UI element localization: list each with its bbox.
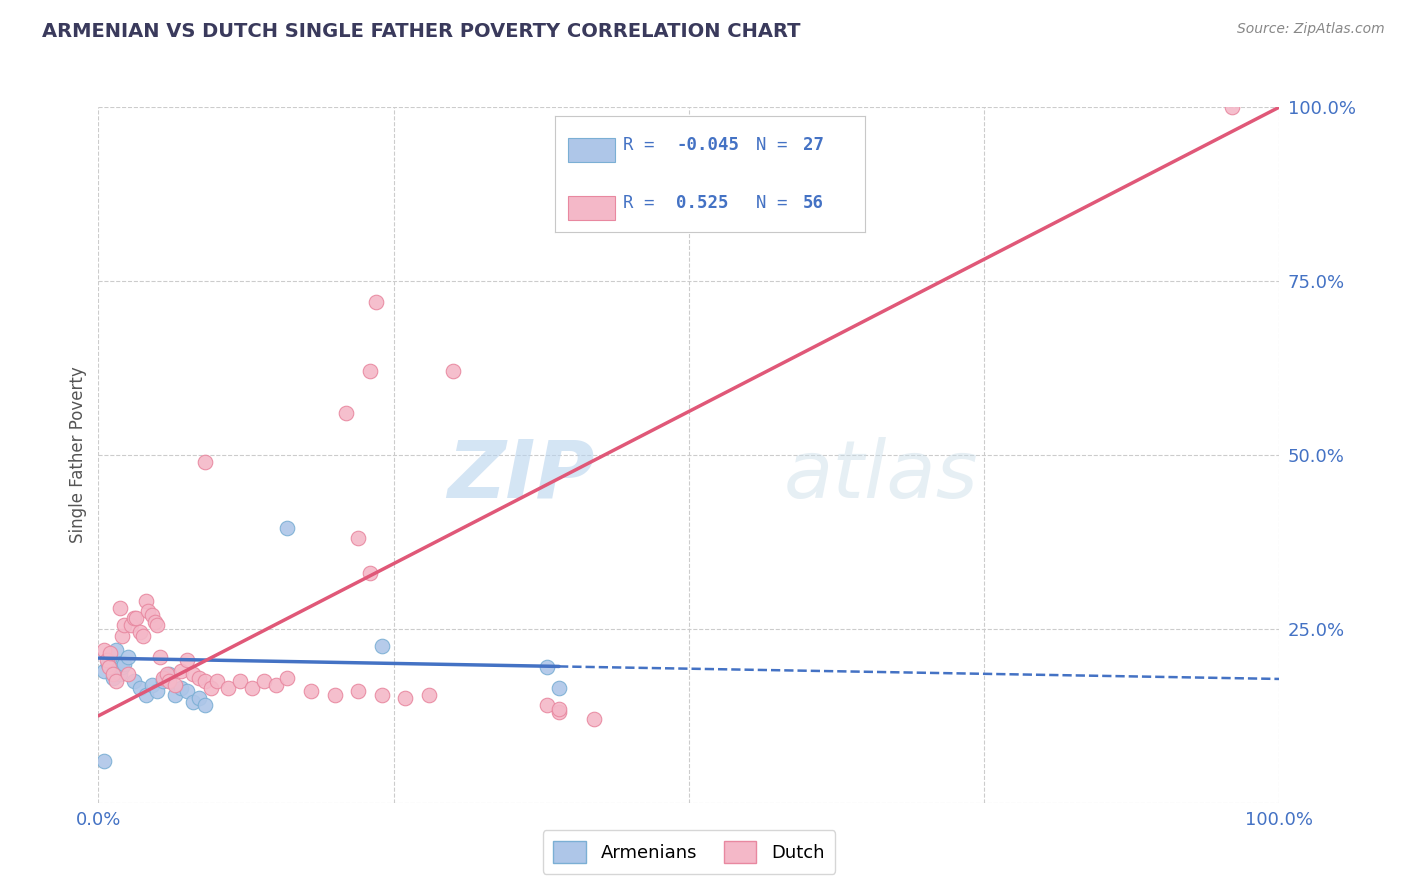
Point [96, 653, 118, 667]
Point [194, 698, 217, 713]
Point [264, 677, 287, 691]
Point [93, 642, 115, 657]
Point [146, 684, 169, 698]
Point [548, 702, 571, 716]
Point [93, 754, 115, 768]
Point [112, 657, 135, 671]
Point [299, 684, 322, 698]
Point [108, 601, 131, 615]
Point [187, 671, 209, 685]
Point [240, 681, 263, 695]
Bar [568, 196, 616, 220]
Point [583, 712, 606, 726]
Point [93, 664, 115, 678]
Point [141, 677, 163, 691]
Point [347, 532, 370, 546]
Point [111, 660, 134, 674]
Point [364, 294, 387, 309]
Point [170, 664, 193, 678]
Point [276, 521, 298, 535]
Point [418, 688, 440, 702]
Text: atlas: atlas [783, 437, 979, 515]
Point [146, 618, 169, 632]
Point [176, 653, 198, 667]
Point [141, 607, 163, 622]
Point [347, 684, 370, 698]
Point [128, 625, 150, 640]
Point [156, 667, 179, 681]
Point [194, 674, 217, 689]
Text: ZIP: ZIP [447, 437, 595, 515]
Point [323, 688, 346, 702]
Point [194, 455, 217, 469]
Point [165, 677, 187, 691]
Point [101, 671, 124, 685]
Text: -0.045: -0.045 [676, 136, 740, 154]
Point [117, 649, 139, 664]
Point [152, 671, 174, 685]
Point [132, 629, 155, 643]
Point [548, 706, 571, 720]
Point [122, 611, 145, 625]
Text: 56: 56 [803, 194, 824, 212]
Point [98, 646, 121, 660]
Point [152, 674, 174, 689]
Text: Source: ZipAtlas.com: Source: ZipAtlas.com [1237, 22, 1385, 37]
Point [200, 681, 222, 695]
Point [98, 649, 121, 664]
Point [276, 671, 298, 685]
Point [112, 618, 135, 632]
Point [157, 667, 180, 681]
Point [136, 605, 159, 619]
Point [135, 594, 157, 608]
Point [371, 639, 394, 653]
Point [135, 688, 157, 702]
Point [359, 364, 381, 378]
Point [371, 688, 394, 702]
Point [217, 681, 239, 695]
Point [176, 684, 198, 698]
Point [128, 681, 150, 695]
Point [536, 698, 558, 713]
Point [181, 695, 204, 709]
Text: ARMENIAN VS DUTCH SINGLE FATHER POVERTY CORRELATION CHART: ARMENIAN VS DUTCH SINGLE FATHER POVERTY … [42, 22, 800, 41]
Point [108, 667, 131, 681]
Point [359, 566, 381, 581]
Point [394, 691, 416, 706]
Legend: Armenians, Dutch: Armenians, Dutch [543, 830, 835, 874]
Point [111, 629, 134, 643]
Text: 0.525: 0.525 [676, 194, 728, 212]
Point [125, 611, 148, 625]
Y-axis label: Single Father Poverty: Single Father Poverty [69, 367, 87, 543]
Point [335, 406, 357, 420]
Point [536, 660, 558, 674]
Point [121, 618, 143, 632]
Point [117, 667, 139, 681]
Point [105, 642, 128, 657]
Text: 27: 27 [803, 136, 824, 154]
Point [170, 681, 193, 695]
Point [122, 674, 145, 689]
Point [548, 681, 571, 695]
Text: R =: R = [623, 194, 676, 212]
Point [1220, 100, 1243, 114]
Point [101, 667, 124, 681]
Point [149, 649, 172, 664]
Point [98, 660, 121, 674]
Text: N =: N = [756, 136, 799, 154]
Text: R =: R = [623, 136, 665, 154]
Point [205, 674, 228, 689]
Text: N =: N = [756, 194, 799, 212]
Bar [568, 138, 616, 162]
Point [181, 667, 204, 681]
Point [105, 674, 128, 689]
Point [441, 364, 464, 378]
Point [253, 674, 276, 689]
Point [187, 691, 209, 706]
Point [157, 674, 180, 689]
Point [229, 674, 252, 689]
Point [165, 688, 187, 702]
Point [143, 615, 166, 629]
Point [97, 657, 120, 671]
